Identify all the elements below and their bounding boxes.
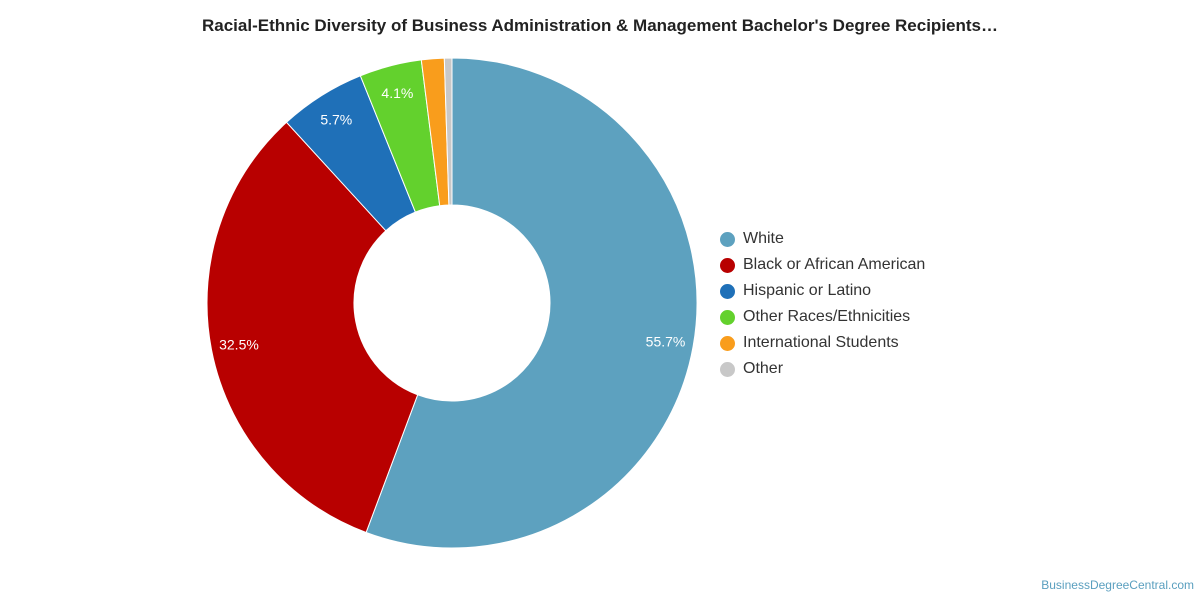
- legend-label: Hispanic or Latino: [743, 282, 872, 299]
- chart-title: Racial-Ethnic Diversity of Business Admi…: [201, 16, 998, 35]
- slice-label-other-races-ethnicities: 4.1%: [381, 85, 413, 101]
- slice-label-black-or-african-american: 32.5%: [219, 336, 259, 352]
- legend-swatch: [720, 231, 735, 247]
- legend-label: Black or African American: [743, 256, 926, 273]
- legend-label: Other Races/Ethnicities: [743, 308, 911, 325]
- legend-item-international-students[interactable]: International Students: [720, 330, 925, 356]
- legend-swatch: [720, 309, 735, 325]
- legend-swatch: [720, 335, 735, 351]
- slice-black-or-african-american[interactable]: [206, 121, 419, 534]
- legend-swatch: [720, 361, 735, 377]
- source-watermark[interactable]: BusinessDegreeCentral.com: [1041, 578, 1194, 592]
- legend: White Black or African American Hispanic o…: [720, 226, 925, 382]
- slice-other[interactable]: [443, 57, 453, 206]
- legend-swatch: [720, 283, 735, 299]
- slice-label-white: 55.7%: [646, 334, 686, 350]
- legend-label: International Students: [743, 334, 899, 351]
- legend-item-hispanic-or-latino[interactable]: Hispanic or Latino: [720, 278, 925, 304]
- legend-item-other-races-ethnicities[interactable]: Other Races/Ethnicities: [720, 304, 925, 330]
- slice-label-hispanic-or-latino: 5.7%: [320, 111, 352, 127]
- legend-item-white[interactable]: White: [720, 226, 925, 252]
- legend-swatch: [720, 257, 735, 273]
- legend-item-other[interactable]: Other: [720, 356, 925, 382]
- legend-item-black-or-african-american[interactable]: Black or African American: [720, 252, 925, 278]
- donut-chart: 55.7% 32.5% 5.7% 4.1%: [206, 57, 698, 549]
- legend-label: Other: [743, 360, 784, 377]
- legend-label: White: [743, 230, 784, 247]
- slice-white[interactable]: [365, 57, 698, 549]
